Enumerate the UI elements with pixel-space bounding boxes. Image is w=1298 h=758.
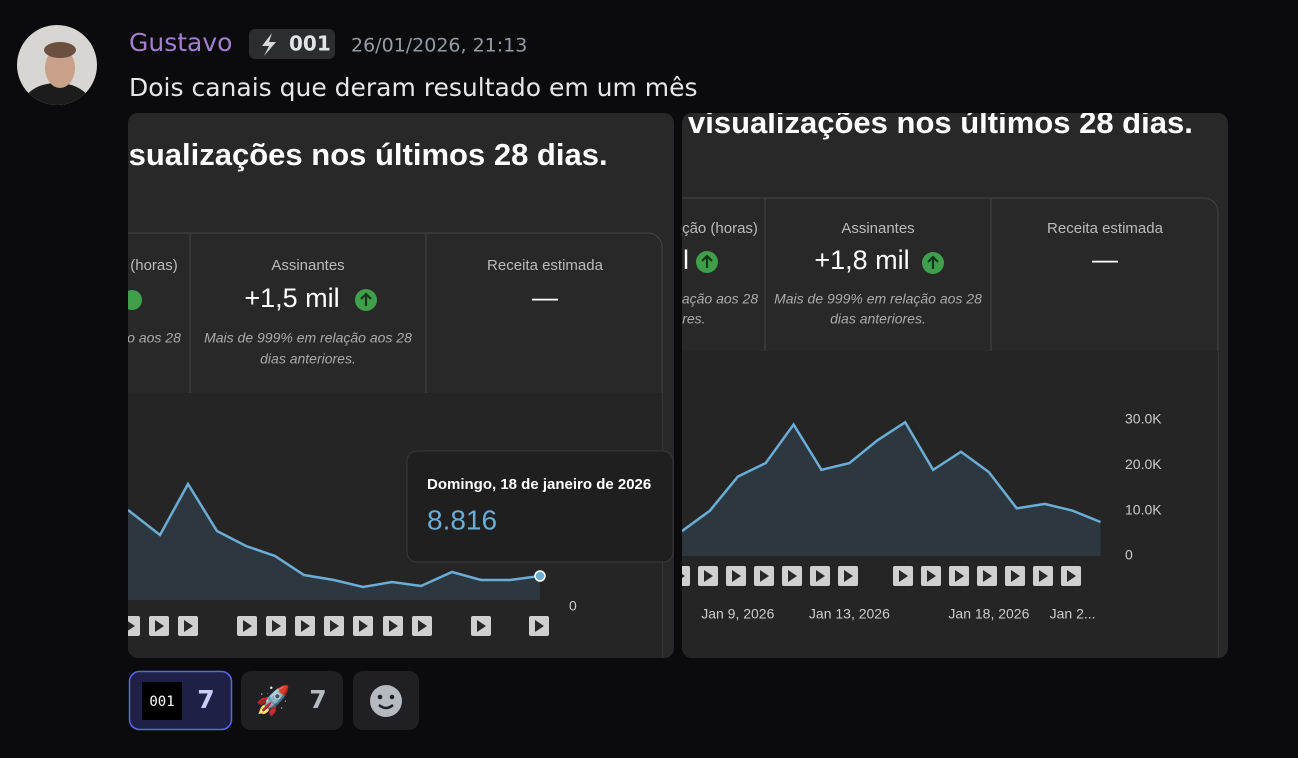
play-icon-glyph xyxy=(927,570,936,582)
play-icon-glyph xyxy=(816,570,825,582)
bolt-icon xyxy=(262,33,276,56)
play-icon xyxy=(682,566,690,586)
play-icon-glyph xyxy=(155,620,164,632)
reaction-count: 7 xyxy=(309,685,326,714)
y-tick-label: 10.0K xyxy=(1125,501,1162,517)
play-icon-glyph xyxy=(899,570,908,582)
reaction-emoji: 001 xyxy=(149,694,174,710)
play-icon-glyph xyxy=(983,570,992,582)
play-icon-glyph xyxy=(732,570,741,582)
x-tick-label: Jan 13, 2026 xyxy=(809,606,890,622)
play-icon-glyph xyxy=(330,620,339,632)
reaction-emoji: 🚀 xyxy=(256,684,291,717)
image-title: visualizações nos últimos 28 dias. xyxy=(688,105,1193,140)
play-icon-glyph xyxy=(128,620,135,632)
stat-label: Assinantes xyxy=(841,220,914,237)
stat-value: l xyxy=(683,245,689,275)
stat-value: +1,5 mil xyxy=(244,283,339,313)
stat-note: Mais de 999% em relação aos 28 xyxy=(204,330,412,346)
stat-note: o aos 28 xyxy=(127,330,181,346)
x-tick-label: Jan 2... xyxy=(1050,606,1096,622)
play-icon-glyph xyxy=(1067,570,1076,582)
stat-label: Assinantes xyxy=(271,257,344,274)
image-title: isualizações nos últimos 28 dias. xyxy=(120,137,608,172)
image-attachment[interactable]: isualizações nos últimos 28 dias. (horas… xyxy=(100,113,674,733)
stat-note: dias anteriores. xyxy=(260,351,356,367)
axis-label: 0 xyxy=(569,598,577,614)
y-tick-label: 20.0K xyxy=(1125,456,1162,472)
y-tick-label: 0 xyxy=(1125,547,1133,563)
line-chart: 0 10.0K 20.0K 30.0K Jan 9, 2026 Jan 13, 2026 J… xyxy=(682,411,1162,622)
timestamp: 26/01/2026, 21:13 xyxy=(351,35,527,57)
stat-note: ação aos 28 xyxy=(682,291,758,307)
y-tick-label: 30.0K xyxy=(1125,411,1162,427)
badge[interactable]: 001 xyxy=(249,29,335,59)
area xyxy=(682,422,1101,556)
reaction[interactable]: 001 7 xyxy=(128,670,233,731)
message-content: Dois canais que deram resultado em um mê… xyxy=(129,73,698,102)
line xyxy=(682,420,1101,533)
stat-value: — xyxy=(1092,244,1118,274)
stat-value: +1,8 mil xyxy=(814,245,909,275)
play-icon-glyph xyxy=(477,620,486,632)
play-icon-glyph xyxy=(359,620,368,632)
play-icon-glyph xyxy=(535,620,544,632)
play-icon-glyph xyxy=(243,620,252,632)
play-icon-glyph xyxy=(418,620,427,632)
x-tick-label: Jan 9, 2026 xyxy=(701,606,774,622)
play-icon-glyph xyxy=(389,620,398,632)
play-icon-glyph xyxy=(1039,570,1048,582)
stat-label: ção (horas) xyxy=(682,220,758,237)
play-icon-glyph xyxy=(272,620,281,632)
play-icon-glyph xyxy=(301,620,310,632)
tooltip-date: Domingo, 18 de janeiro de 2026 xyxy=(427,476,651,493)
play-icon-glyph xyxy=(844,570,853,582)
tooltip-value: 8.816 xyxy=(427,504,497,535)
play-icon-glyph xyxy=(760,570,769,582)
reaction[interactable]: 🚀 7 xyxy=(241,671,343,730)
reaction-count: 7 xyxy=(197,685,214,714)
play-icon-glyph xyxy=(704,570,713,582)
badge-text: 001 xyxy=(289,32,331,56)
avatar[interactable] xyxy=(17,25,97,127)
add-reaction-button[interactable] xyxy=(353,671,419,730)
play-icon-glyph xyxy=(1011,570,1020,582)
play-icon-glyph xyxy=(184,620,193,632)
image-attachment[interactable]: visualizações nos últimos 28 dias. ção (… xyxy=(660,105,1228,701)
stat-note: dias anteriores. xyxy=(830,311,926,327)
play-icon-glyph xyxy=(788,570,797,582)
stat-label: Receita estimada xyxy=(487,257,604,274)
play-icon-glyph xyxy=(955,570,964,582)
stat-label: (horas) xyxy=(130,257,178,274)
stat-note: Mais de 999% em relação aos 28 xyxy=(774,291,982,307)
x-tick-label: Jan 18, 2026 xyxy=(948,606,1029,622)
author-name[interactable]: Gustavo xyxy=(129,28,232,57)
stat-label: Receita estimada xyxy=(1047,220,1164,237)
stat-value: — xyxy=(532,282,558,312)
stat-note: ores. xyxy=(674,311,705,327)
